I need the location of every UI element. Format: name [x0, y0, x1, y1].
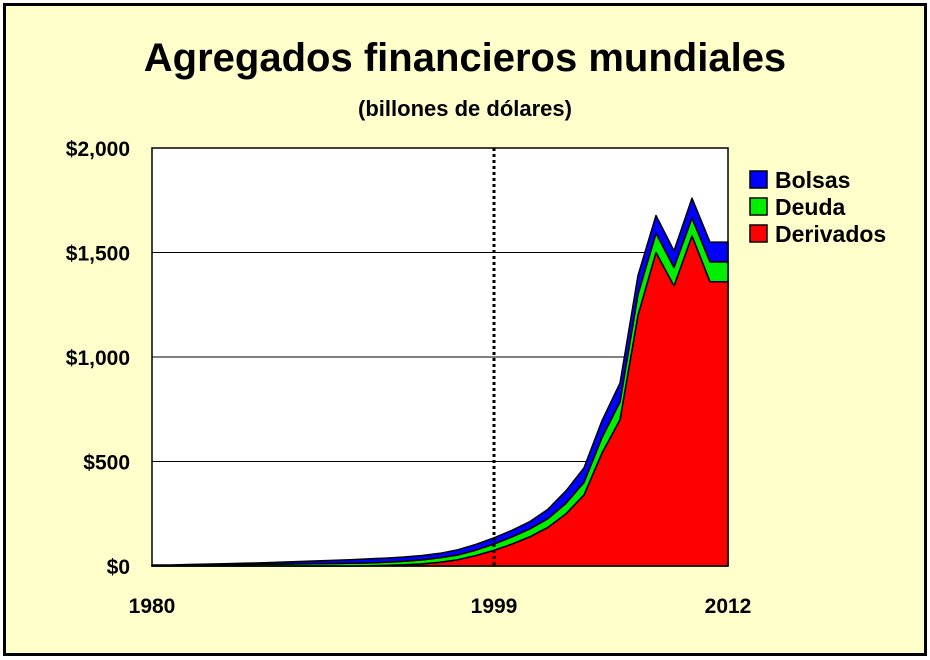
y-tick-label: $1,000: [66, 347, 130, 370]
legend-label-deuda: Deuda: [775, 194, 846, 220]
y-tick-label: $500: [83, 452, 130, 475]
x-tick-label: 2012: [705, 595, 752, 618]
x-tick-label: 1999: [471, 595, 518, 618]
legend-swatch-derivados: [749, 224, 768, 243]
y-tick-label: $2,000: [66, 138, 130, 161]
chart-subtitle: (billones de dólares): [358, 96, 572, 121]
y-tick-label: $1,500: [66, 243, 130, 266]
legend-swatch-deuda: [749, 197, 768, 216]
x-tick-label: 1980: [129, 595, 176, 618]
legend-label-derivados: Derivados: [775, 221, 886, 247]
chart-title: Agregados financieros mundiales: [143, 36, 787, 80]
legend-label-bolsas: Bolsas: [775, 167, 850, 193]
legend-swatch-bolsas: [749, 170, 768, 189]
axes: $0 $500 $1,000 $1,500 $2,000 1980 1999 2012: [66, 138, 752, 618]
y-tick-label: $0: [107, 556, 130, 579]
plot-border: [151, 147, 729, 567]
